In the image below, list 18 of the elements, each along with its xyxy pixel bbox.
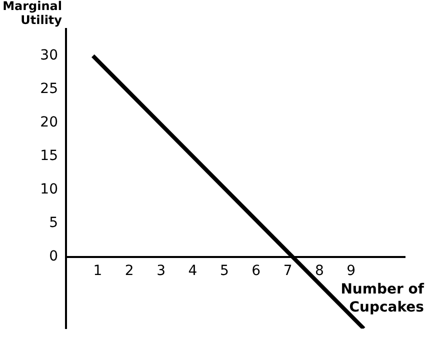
y-axis-title: Marginal Utility bbox=[2, 0, 62, 28]
x-tick-label: 3 bbox=[156, 262, 166, 279]
x-tick-label: 9 bbox=[346, 262, 356, 279]
x-tick-label: 4 bbox=[188, 262, 198, 279]
x-tick-label: 2 bbox=[124, 262, 134, 279]
x-tick-label: 7 bbox=[283, 262, 292, 279]
x-tick-label: 8 bbox=[314, 262, 324, 279]
y-tick-label: 0 bbox=[49, 248, 58, 265]
x-tick-label: 6 bbox=[252, 262, 261, 279]
y-tick-label: 30 bbox=[40, 47, 58, 64]
y-tick-label: 10 bbox=[40, 182, 58, 198]
y-tick-label: 5 bbox=[49, 215, 58, 232]
x-axis-title: Number of Cupcakes bbox=[340, 282, 425, 316]
y-tick-label: 20 bbox=[40, 114, 58, 130]
x-tick-label: 5 bbox=[220, 262, 229, 279]
y-tick-label: 15 bbox=[40, 148, 58, 164]
x-tick-label: 1 bbox=[93, 262, 102, 279]
y-tick-label: 25 bbox=[40, 80, 58, 97]
